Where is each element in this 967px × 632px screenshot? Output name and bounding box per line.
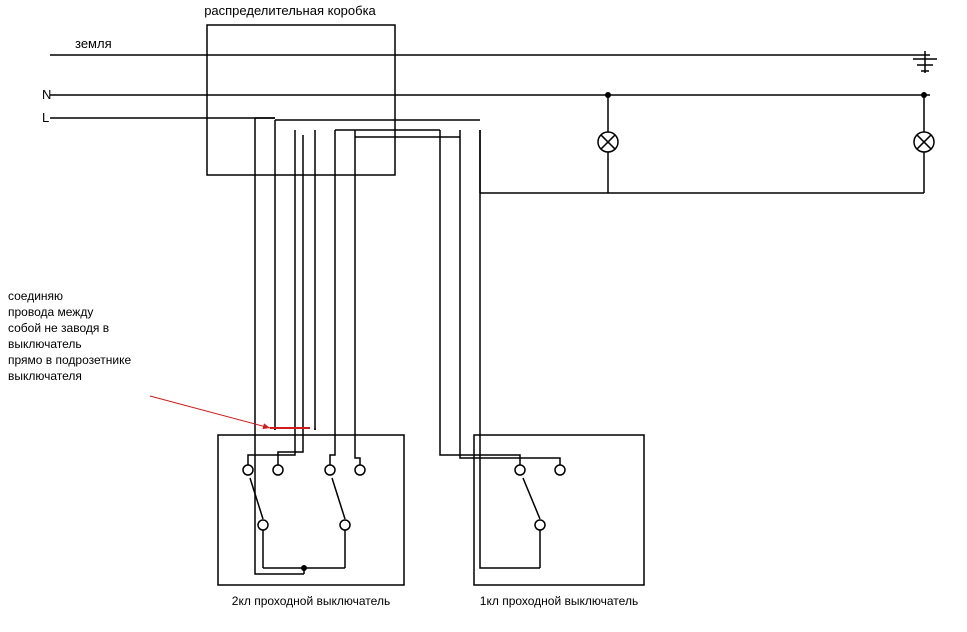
note-line-5: выключателя bbox=[8, 369, 82, 383]
sw2-bottom-term-0 bbox=[258, 520, 268, 530]
ground-label: земля bbox=[75, 36, 112, 51]
switch-1-label: 1кл проходной выключатель bbox=[480, 594, 638, 608]
switch-2-label: 2кл проходной выключатель bbox=[232, 594, 390, 608]
note-arrow bbox=[150, 396, 270, 428]
sw2-top-term-3 bbox=[355, 465, 365, 475]
wiring-diagram: распределительная коробка земля NL 2кл прох… bbox=[0, 0, 967, 632]
sw2-top-term-2 bbox=[325, 465, 335, 475]
sw2-bottom-term-1 bbox=[340, 520, 350, 530]
switch-2-box bbox=[218, 435, 404, 585]
live-label: L bbox=[42, 110, 49, 125]
note-line-1: провода между bbox=[8, 305, 93, 319]
sw2-top-term-1 bbox=[273, 465, 283, 475]
sw2-top-term-0 bbox=[243, 465, 253, 475]
junction-box bbox=[207, 25, 395, 175]
note-line-0: соединяю bbox=[8, 289, 63, 303]
note-line-3: выключатель bbox=[8, 337, 82, 351]
note-line-2: собой не заводя в bbox=[8, 321, 109, 335]
sw1-top-term-1 bbox=[555, 465, 565, 475]
junction-box-label: распределительная коробка bbox=[204, 3, 376, 18]
sw1-top-term-0 bbox=[515, 465, 525, 475]
sw1-bottom-term bbox=[535, 520, 545, 530]
note-line-4: прямо в подрозетнике bbox=[8, 353, 131, 367]
neutral-label: N bbox=[42, 87, 51, 102]
